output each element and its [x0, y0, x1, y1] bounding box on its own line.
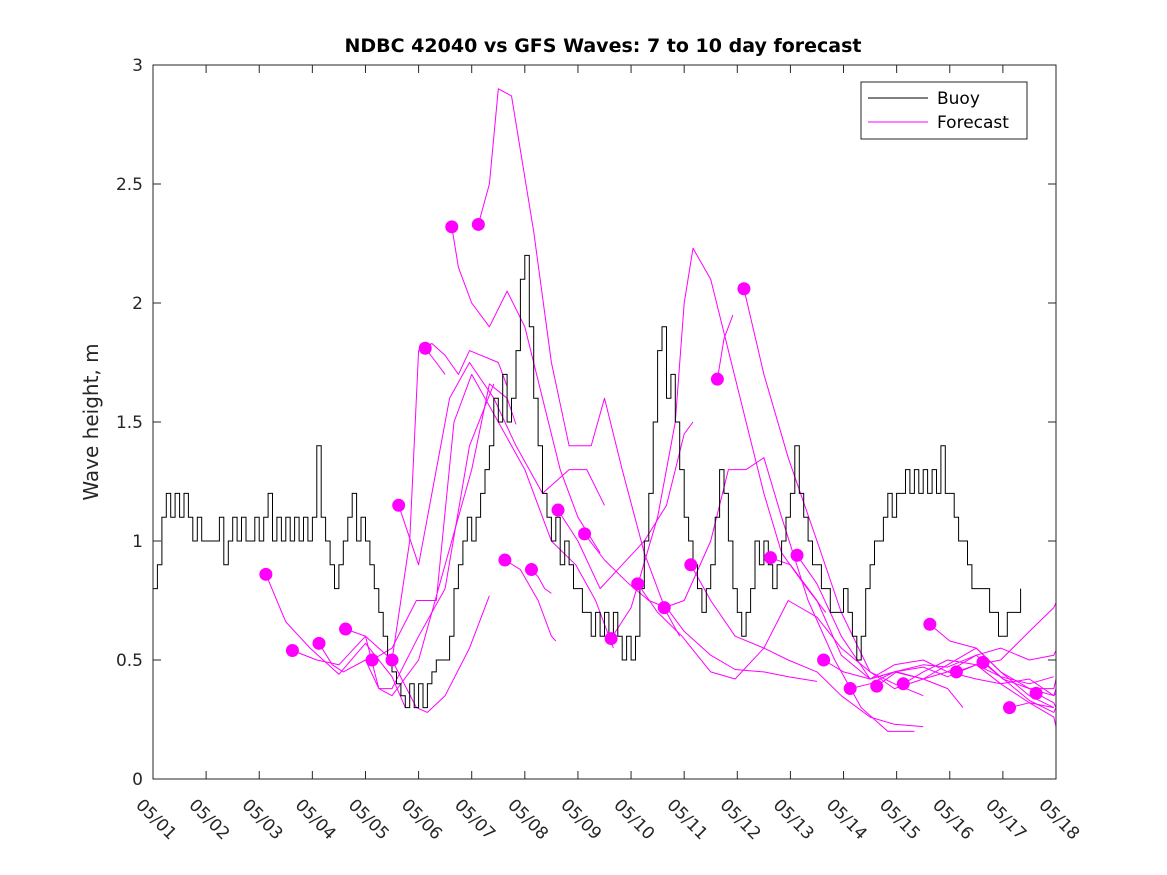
forecast-start-marker-12 [524, 563, 538, 577]
x-tick-label: 05/05 [344, 795, 393, 844]
forecast-line-29 [982, 662, 1056, 690]
forecast-line-28 [956, 598, 1056, 673]
y-tick-label: 3 [132, 56, 143, 76]
forecast-start-marker-23 [817, 653, 831, 667]
forecast-line-27 [929, 623, 1056, 697]
x-tick-label: 05/02 [185, 795, 234, 844]
forecast-start-marker-20 [737, 282, 751, 296]
forecast-line-25 [876, 671, 1056, 697]
x-tick-label: 05/15 [875, 795, 924, 844]
forecast-start-marker-8 [445, 220, 459, 234]
forecast-start-marker-24 [843, 682, 857, 696]
x-tick-label: 05/01 [131, 795, 180, 844]
forecast-line-10 [477, 88, 681, 637]
forecast-start-marker-16 [631, 577, 645, 591]
forecast-start-marker-18 [684, 558, 698, 572]
x-tick-label: 05/11 [663, 795, 712, 844]
forecast-line-1 [265, 574, 406, 708]
x-tick-label: 05/09 [556, 795, 605, 844]
forecast-line-17 [664, 457, 915, 732]
forecast-line-26 [903, 659, 1056, 727]
x-tick-label: 05/16 [928, 795, 977, 844]
forecast-start-marker-27 [923, 617, 937, 631]
forecast-line-14 [584, 533, 818, 682]
forecast-line-13 [557, 421, 694, 590]
y-axis: 0 0.5 1 1.5 2 2.5 3 [116, 56, 1056, 790]
forecast-start-marker-22 [790, 548, 804, 562]
forecast-start-marker-13 [551, 503, 565, 517]
forecast-line-15 [610, 247, 827, 639]
forecast-line-30 [1009, 702, 1054, 709]
buoy-series-layer [153, 254, 1022, 709]
x-tick-label: 05/04 [291, 795, 340, 844]
forecast-start-marker-21 [763, 551, 777, 565]
forecast-start-marker-26 [896, 677, 910, 691]
forecast-series-layer [265, 88, 1056, 732]
forecast-line-3 [318, 383, 517, 697]
forecast-start-marker-29 [976, 655, 990, 669]
forecast-start-marker-1 [259, 567, 273, 581]
legend-buoy-label: Buoy [937, 89, 980, 109]
x-tick-label: 05/03 [238, 795, 287, 844]
y-tick-label: 0.5 [116, 651, 143, 671]
forecast-start-marker-28 [949, 665, 963, 679]
legend-box [860, 81, 1028, 140]
x-tick-label: 05/18 [1034, 795, 1083, 844]
forecast-line-2 [292, 383, 495, 690]
x-tick-label: 05/10 [610, 795, 659, 844]
legend: Buoy Forecast [860, 81, 1028, 140]
y-tick-label: 1 [132, 532, 143, 552]
x-tick-label: 05/14 [822, 795, 871, 844]
chart-title: NDBC 42040 vs GFS Waves: 7 to 10 day for… [344, 35, 861, 57]
forecast-start-marker-31 [1029, 686, 1043, 700]
forecast-line-11 [504, 559, 557, 642]
forecast-line-5 [371, 373, 614, 661]
x-tick-label: 05/17 [981, 795, 1030, 844]
forecast-line-8 [451, 226, 601, 554]
x-tick-label: 05/12 [716, 795, 765, 844]
forecast-start-marker-19 [710, 372, 724, 386]
forecast-start-marker-2 [285, 643, 299, 657]
forecast-start-marker-9 [385, 653, 399, 667]
forecast-start-marker-25 [870, 679, 884, 693]
forecast-line-22 [796, 555, 1055, 709]
forecast-line-31 [1035, 692, 1056, 708]
forecast-line-18 [690, 564, 924, 728]
forecast-start-marker-4 [339, 622, 353, 636]
forecast-start-markers [259, 217, 1043, 715]
forecast-line-21 [770, 557, 1054, 685]
forecast-line-19 [716, 314, 734, 380]
forecast-start-marker-15 [604, 632, 618, 646]
x-tick-label: 05/08 [503, 795, 552, 844]
legend-forecast-label: Forecast [937, 113, 1009, 133]
y-tick-label: 1.5 [116, 413, 143, 433]
forecast-line-20 [743, 288, 964, 708]
forecast-start-marker-11 [498, 553, 512, 567]
forecast-line-4 [345, 595, 490, 713]
y-tick-label: 0 [132, 770, 143, 790]
forecast-start-marker-6 [392, 498, 406, 512]
forecast-start-marker-14 [578, 527, 592, 541]
x-tick-label: 05/13 [769, 795, 818, 844]
plot-frame [152, 64, 1057, 780]
forecast-start-marker-17 [657, 601, 671, 615]
forecast-start-marker-5 [365, 653, 379, 667]
y-tick-label: 2 [132, 294, 143, 314]
x-tick-label: 05/07 [450, 795, 499, 844]
y-axis-label: Wave height, m [79, 343, 103, 500]
forecast-start-marker-3 [312, 636, 326, 650]
forecast-line-9 [391, 343, 508, 661]
forecast-start-marker-7 [418, 341, 432, 355]
buoy-line [153, 254, 1022, 709]
y-tick-label: 2.5 [116, 175, 143, 195]
forecast-start-marker-10 [471, 217, 485, 231]
x-tick-label: 05/06 [397, 795, 446, 844]
forecast-start-marker-30 [1003, 701, 1017, 715]
forecast-line-16 [637, 583, 924, 697]
